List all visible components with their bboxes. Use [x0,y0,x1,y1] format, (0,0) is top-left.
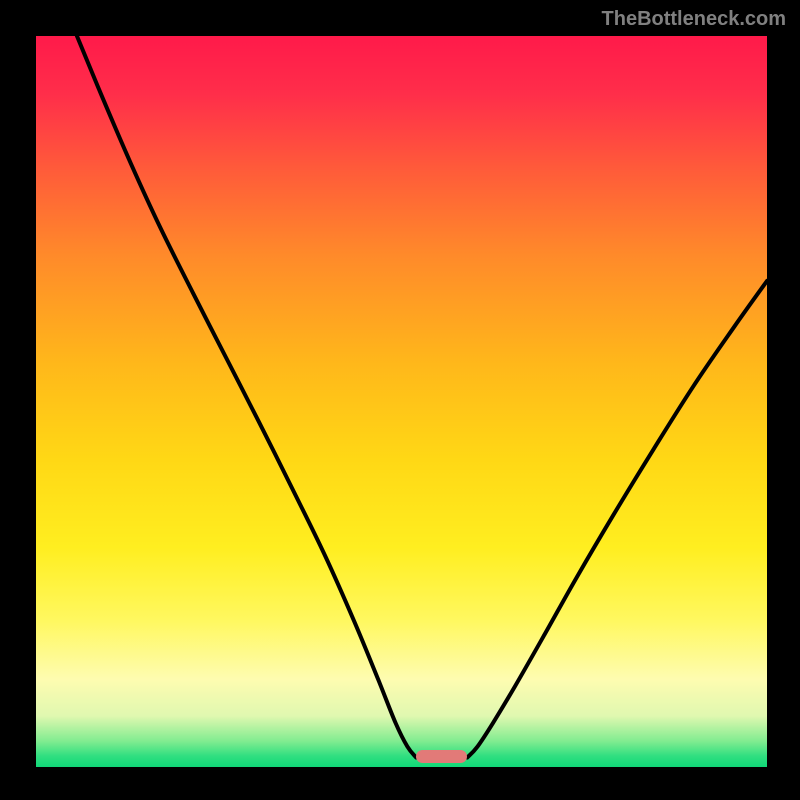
watermark-text: TheBottleneck.com [602,8,786,31]
plot-area [36,36,767,767]
chart-container: TheBottleneck.com [0,0,800,800]
bottleneck-curve [36,36,767,767]
optimum-marker [416,750,467,763]
